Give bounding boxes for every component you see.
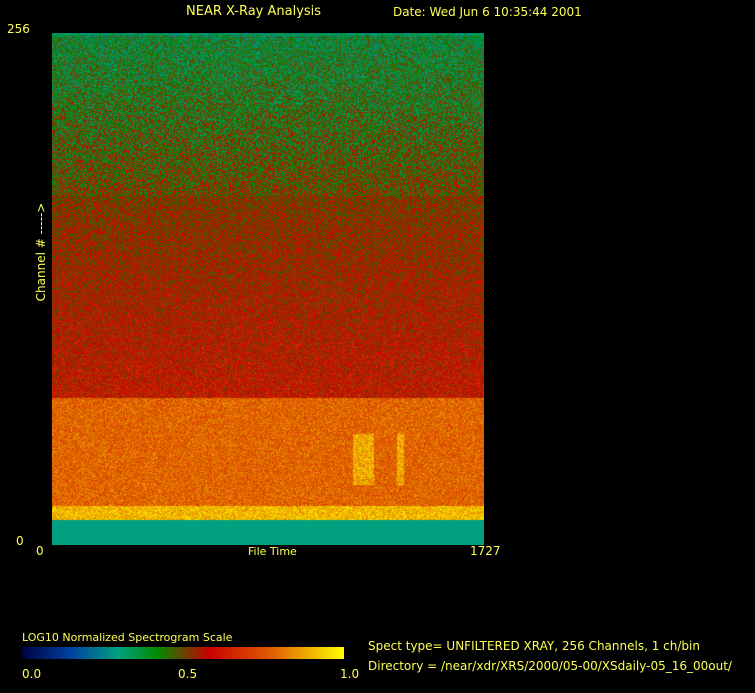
spectrogram-heatmap [52, 33, 484, 545]
x-axis-label: File Time [248, 545, 297, 558]
x-tick-min: 0 [36, 544, 44, 558]
y-tick-min: 0 [16, 534, 24, 548]
x-tick-max: 1727 [470, 544, 501, 558]
colorbar-label: LOG10 Normalized Spectrogram Scale [22, 631, 233, 644]
date-label: Date: Wed Jun 6 10:35:44 2001 [393, 5, 582, 19]
colorbar-tick-0: 0.0 [22, 667, 42, 681]
directory-info: Directory = /near/xdr/XRS/2000/05-00/XSd… [368, 659, 732, 673]
y-tick-max: 256 [7, 22, 30, 36]
chart-title: NEAR X-Ray Analysis [186, 4, 322, 19]
y-axis-label: Channel # -----> [34, 202, 48, 302]
colorbar [22, 647, 344, 659]
spect-type-info: Spect type= UNFILTERED XRAY, 256 Channel… [368, 639, 700, 653]
colorbar-tick-05: 0.5 [178, 667, 198, 681]
colorbar-tick-1: 1.0 [340, 667, 360, 681]
